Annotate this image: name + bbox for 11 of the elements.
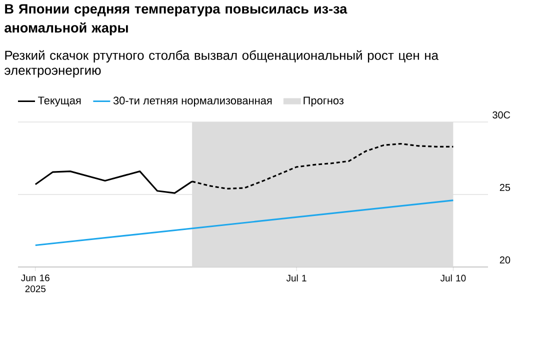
legend-label: Прогноз	[304, 96, 344, 107]
y-tick-label: 25	[500, 184, 510, 191]
x-tick-label: Jul 1	[286, 274, 306, 282]
legend-label: Текущая	[38, 96, 81, 107]
y-tick-label: 30C	[492, 111, 510, 118]
x-tick-label: Jul 10	[440, 274, 466, 282]
y-tick-label: 20	[500, 256, 510, 264]
legend-label: 30-ти летняя нормализованная	[113, 96, 272, 107]
chart-subtitle: Резкий скачок ртутного столба вызвал общенациональный рост цен на электроэнергию	[4, 50, 439, 78]
chart-title: В Японии средняя температура повысилась из-за аномальной жары	[4, 4, 348, 36]
x-tick-label: Jun 16 2025	[21, 274, 50, 292]
